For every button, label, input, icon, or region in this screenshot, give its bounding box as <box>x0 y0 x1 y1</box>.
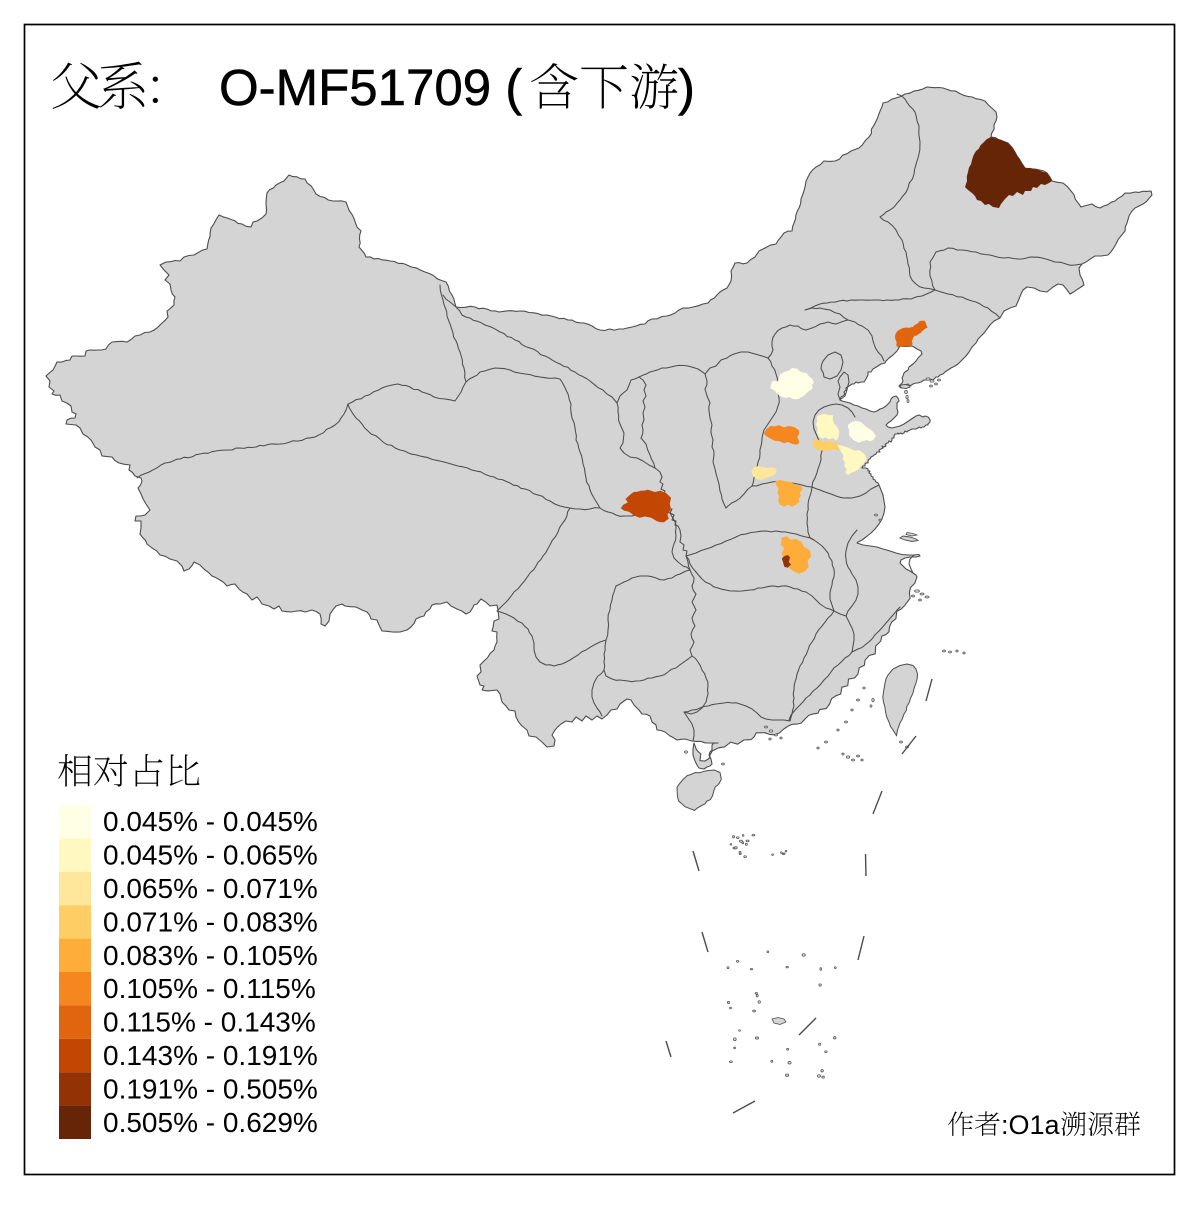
svg-text:0.045% - 0.045%: 0.045% - 0.045% <box>103 806 318 837</box>
svg-text:0.065% - 0.071%: 0.065% - 0.071% <box>103 873 318 904</box>
svg-text::O1a: :O1a <box>1001 1110 1061 1140</box>
svg-text:0.105% - 0.115%: 0.105% - 0.115% <box>103 973 316 1004</box>
svg-text:0.143% - 0.191%: 0.143% - 0.191% <box>103 1040 318 1071</box>
svg-text:0.083% - 0.105%: 0.083% - 0.105% <box>103 940 318 971</box>
svg-text:): ) <box>678 59 695 116</box>
svg-text:0.505% - 0.629%: 0.505% - 0.629% <box>103 1107 318 1138</box>
svg-text:0.191% - 0.505%: 0.191% - 0.505% <box>103 1073 318 1104</box>
svg-text:0.115% - 0.143%: 0.115% - 0.143% <box>103 1007 316 1038</box>
svg-text:0.071% - 0.083%: 0.071% - 0.083% <box>103 906 318 937</box>
svg-text:O-MF51709 (: O-MF51709 ( <box>219 59 522 116</box>
svg-text:0.045% - 0.065%: 0.045% - 0.065% <box>103 840 318 871</box>
